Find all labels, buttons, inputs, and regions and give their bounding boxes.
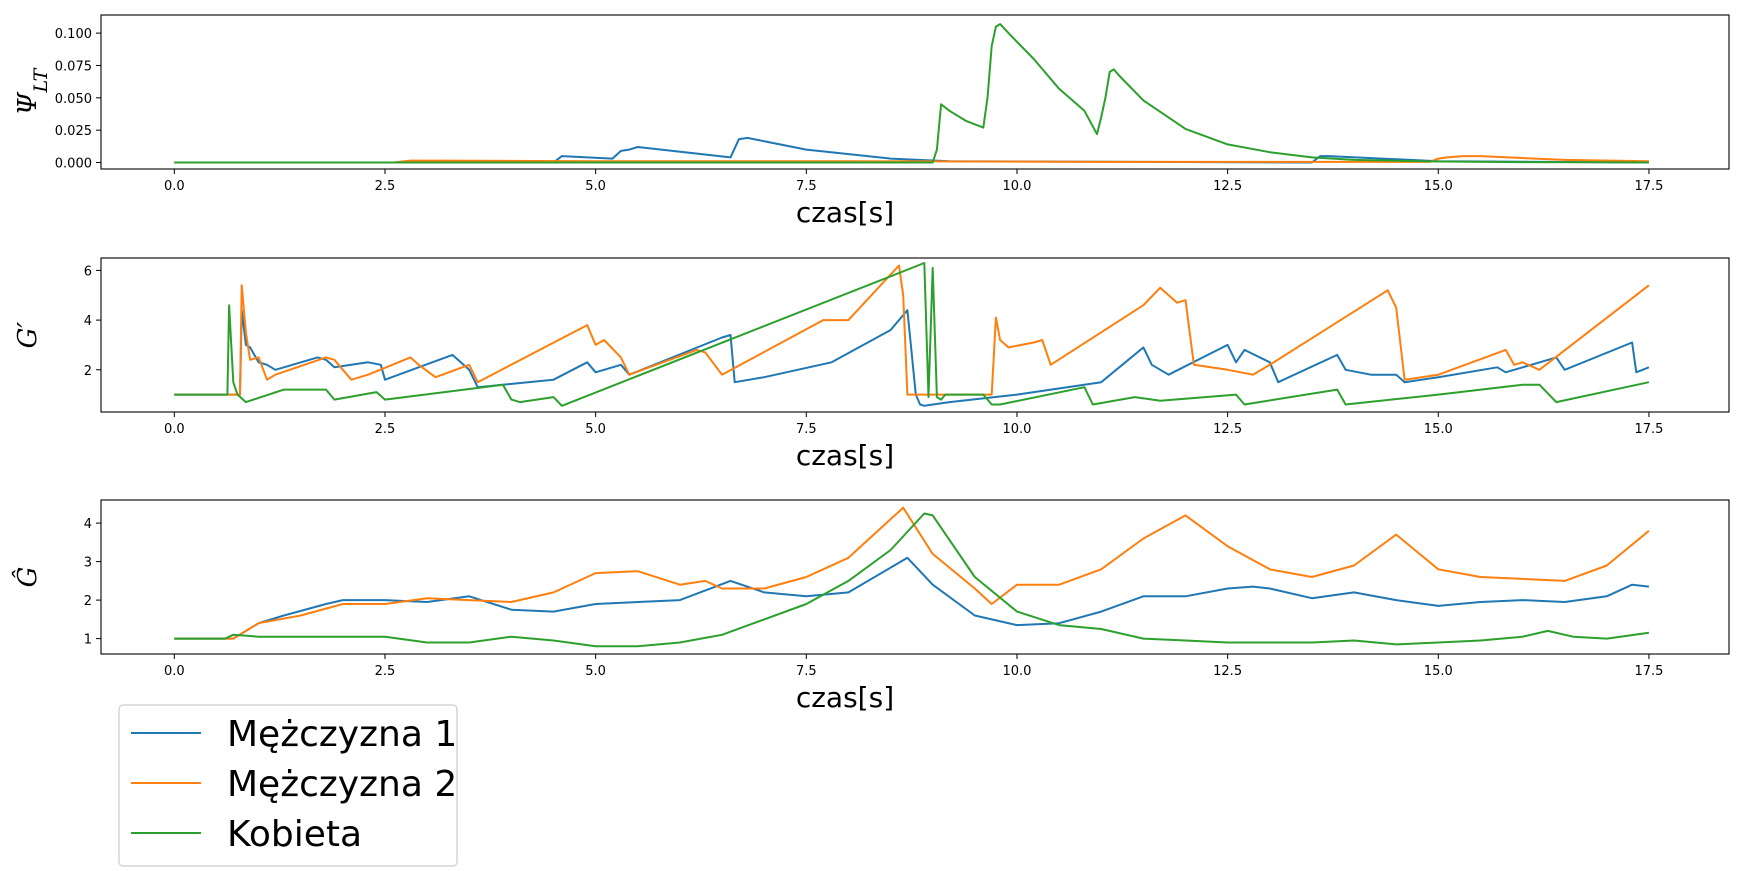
y-axis-label: ΨLT	[13, 67, 52, 115]
plot-area	[100, 14, 1730, 170]
x-tick-label: 5.0	[585, 422, 606, 437]
x-tick-label: 10.0	[1002, 664, 1031, 679]
x-tick-label: 10.0	[1002, 422, 1031, 437]
x-tick-label: 12.5	[1213, 422, 1242, 437]
x-tick-label: 2.5	[375, 179, 396, 194]
y-tick-label: 0.075	[55, 59, 92, 74]
y-tick-label: 6	[84, 264, 92, 279]
x-tick-label: 17.5	[1634, 664, 1663, 679]
chart-panel-3: 0.0 2.5 5.0 7.5 10.0 12.5 15.0 17.5 1 2 3 4 czas[s] Ĝ	[11, 499, 1730, 714]
x-axis-label: czas[s]	[796, 196, 894, 229]
y-tick-label: 0.100	[55, 27, 92, 42]
x-tick-label: 0.0	[164, 422, 185, 437]
x-tick-label: 0.0	[164, 664, 185, 679]
legend-label-1: Mężczyzna 1	[227, 714, 457, 755]
legend-label-2: Mężczyzna 2	[227, 764, 457, 805]
x-tick-label: 2.5	[375, 422, 396, 437]
y-tick-label: 0.000	[55, 157, 92, 172]
x-tick-label: 15.0	[1424, 664, 1453, 679]
x-tick-label: 7.5	[796, 179, 817, 194]
legend-box	[118, 704, 458, 867]
series-line-mezczyzna-1	[174, 309, 1650, 407]
plot-area	[100, 499, 1730, 655]
y-axis-label: Ĝ	[11, 567, 43, 588]
x-tick-label: 7.5	[796, 422, 817, 437]
y-tick-label: 2	[84, 594, 92, 609]
x-tick-label: 17.5	[1634, 179, 1663, 194]
series-line-mezczyzna-2	[174, 155, 1649, 164]
x-tick-label: 17.5	[1634, 422, 1663, 437]
legend: Mężczyzna 1 Mężczyzna 2 Kobieta	[118, 704, 458, 867]
x-tick-label: 2.5	[375, 664, 396, 679]
series-line-mezczyzna-2	[174, 264, 1650, 396]
x-tick-label: 10.0	[1002, 179, 1031, 194]
x-tick-label: 5.0	[585, 179, 606, 194]
x-tick-label: 12.5	[1213, 179, 1242, 194]
y-tick-label: 0.025	[55, 124, 92, 139]
x-tick-label: 15.0	[1424, 179, 1453, 194]
series-line-kobieta	[174, 23, 1649, 164]
chart-panel-1: 0.0 2.5 5.0 7.5 10.0 12.5 15.0 17.5 0.000 0.025 0.…	[13, 14, 1730, 229]
y-tick-label: 4	[84, 314, 92, 329]
x-tick-label: 0.0	[164, 179, 185, 194]
x-axis-label: czas[s]	[796, 681, 894, 714]
series-line-mezczyzna-2	[174, 506, 1650, 640]
x-tick-label: 7.5	[796, 664, 817, 679]
y-tick-label: 0.050	[55, 92, 92, 107]
series-line-kobieta	[174, 262, 1650, 407]
y-tick-label: 3	[84, 556, 92, 571]
y-axis-label: G′	[13, 322, 43, 349]
x-tick-label: 12.5	[1213, 664, 1242, 679]
x-axis-label: czas[s]	[796, 439, 894, 472]
y-tick-label: 1	[84, 633, 92, 648]
series-line-kobieta	[174, 512, 1650, 648]
legend-label-3: Kobieta	[227, 814, 362, 855]
x-tick-label: 5.0	[585, 664, 606, 679]
series-line-mezczyzna-1	[174, 136, 1649, 164]
series-line-mezczyzna-1	[174, 556, 1650, 640]
y-tick-label: 4	[84, 517, 92, 532]
plot-area	[100, 257, 1730, 413]
x-tick-label: 15.0	[1424, 422, 1453, 437]
y-tick-label: 2	[84, 364, 92, 379]
chart-panel-2: 0.0 2.5 5.0 7.5 10.0 12.5 15.0 17.5 2 4 6 czas[s] G′	[13, 257, 1730, 472]
